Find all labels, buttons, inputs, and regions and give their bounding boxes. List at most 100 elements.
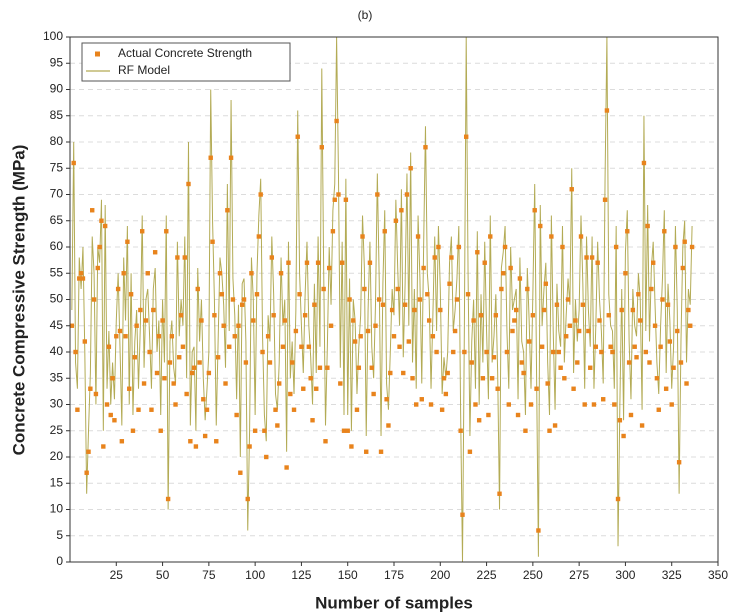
data-point (447, 281, 452, 286)
data-point (656, 407, 661, 412)
data-point (199, 318, 204, 323)
data-point (97, 244, 102, 250)
data-point (141, 381, 147, 386)
data-point (641, 160, 647, 166)
data-point (401, 370, 406, 376)
data-point (206, 370, 212, 376)
y-tick-label: 75 (50, 160, 64, 174)
data-point (462, 349, 467, 355)
data-point (473, 402, 478, 407)
data-point (360, 234, 365, 239)
data-point (599, 349, 604, 355)
data-point (258, 192, 263, 197)
data-point (73, 349, 78, 355)
y-tick-label: 95 (50, 55, 64, 69)
data-point (676, 460, 682, 465)
y-tick-label: 20 (50, 449, 64, 463)
data-point (597, 318, 602, 323)
data-point (601, 397, 606, 402)
data-point (491, 355, 497, 360)
data-point (475, 250, 480, 255)
data-point (530, 313, 536, 318)
data-point (613, 244, 619, 250)
data-point (547, 428, 552, 433)
data-point (489, 376, 495, 381)
legend-box (81, 42, 291, 82)
data-point (515, 412, 521, 418)
data-point (654, 376, 660, 381)
data-point (154, 370, 160, 376)
y-tick-label: 85 (50, 108, 64, 122)
data-point (304, 260, 310, 265)
data-point (177, 355, 182, 360)
data-point (223, 381, 228, 386)
x-tick-label: 125 (291, 568, 311, 582)
data-point (239, 302, 245, 307)
data-point (586, 328, 591, 334)
data-point (604, 108, 610, 113)
data-point (506, 402, 511, 407)
x-tick-label: 200 (430, 568, 450, 582)
data-point (484, 349, 489, 355)
data-point (578, 234, 584, 239)
data-point (634, 355, 639, 360)
data-point (673, 244, 678, 250)
data-point (99, 218, 104, 223)
data-point (571, 386, 576, 391)
data-point (215, 355, 221, 360)
data-point (310, 418, 315, 423)
legend: Actual Concrete Strength RF Model (81, 42, 291, 82)
data-point (458, 428, 463, 433)
data-point (443, 391, 449, 397)
data-point (391, 334, 397, 339)
data-point (115, 286, 121, 292)
data-point (510, 328, 515, 334)
data-point (195, 286, 200, 292)
data-point (234, 412, 239, 418)
data-point (523, 428, 528, 433)
data-point (123, 334, 128, 339)
data-point (178, 313, 184, 318)
data-point (612, 402, 617, 407)
data-point (617, 418, 623, 423)
legend-marker (95, 51, 100, 57)
data-point (469, 360, 474, 365)
x-tick-label: 325 (662, 568, 682, 582)
data-point (388, 370, 393, 376)
data-point (395, 286, 400, 292)
legend-label: Actual Concrete Strength (118, 46, 252, 60)
data-point (539, 344, 545, 349)
data-point (101, 444, 106, 449)
data-point (158, 428, 163, 433)
data-point (580, 302, 586, 307)
data-point (289, 360, 295, 365)
data-point (645, 223, 650, 229)
data-point (493, 313, 499, 318)
data-point (173, 402, 178, 407)
data-point (78, 271, 84, 276)
data-point (212, 313, 217, 318)
data-point (317, 365, 323, 370)
data-point (508, 265, 513, 271)
data-point (497, 491, 502, 496)
data-point (121, 271, 126, 276)
x-tick-label: 350 (708, 568, 728, 582)
x-tick-label: 100 (245, 568, 265, 582)
data-point (243, 360, 249, 365)
data-point (256, 234, 262, 239)
data-point (339, 260, 345, 265)
data-point (560, 244, 565, 250)
data-point (245, 496, 250, 502)
data-point (136, 407, 141, 412)
data-point (378, 449, 384, 454)
data-point (110, 376, 115, 381)
data-point (476, 418, 482, 423)
data-point (114, 334, 119, 339)
data-point (652, 323, 658, 328)
data-point (286, 260, 291, 265)
data-point (425, 292, 430, 297)
data-point (373, 323, 378, 328)
data-point (684, 381, 689, 386)
data-point (375, 192, 380, 197)
data-point (186, 181, 191, 187)
